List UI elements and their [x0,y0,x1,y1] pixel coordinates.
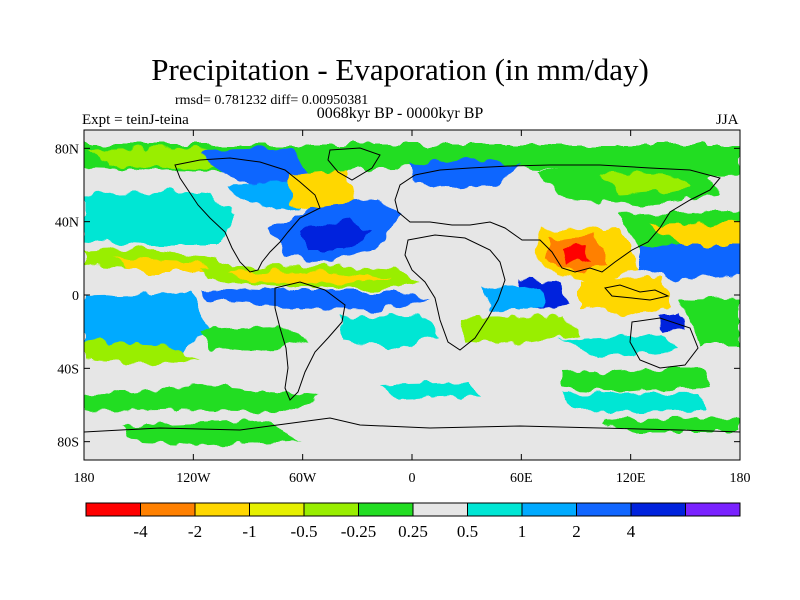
field-wpac-yellow [650,222,740,245]
field-spac-east-green [680,298,740,345]
rmsd-diff-stats: rmsd= 0.781232 diff= 0.00950381 [175,93,369,108]
lon-tick-label: 180 [730,471,751,486]
anomaly-field [84,145,740,445]
coast-antarctica [84,417,740,433]
coastlines [84,147,740,433]
field-satl-cyan [340,315,440,348]
field-spac-darkblue [655,312,685,332]
field-so-green [84,385,320,412]
field-siberia-lime [600,172,690,195]
lon-tick-label: 120W [176,471,211,486]
colorbar-label: 0.25 [398,522,428,541]
field-spac-green [200,325,310,352]
colorbar-swatch [576,502,632,517]
season-label: JJA [716,112,739,128]
field-maritime-yellow [580,278,675,315]
field-spac-lime [84,340,200,365]
field-epac-cyan [84,292,210,355]
field-so-green-3 [120,420,300,445]
colorbar-swatch [521,502,577,517]
coast-maritime-islands [604,284,670,301]
colorbar-labels: -4 -2 -1 -0.5 -0.25 0.25 0.5 1 2 4 [133,522,635,541]
field-npac-yellow [110,258,210,272]
lat-tick-label: 80N [55,142,79,157]
lon-tick-label: 60W [289,471,317,486]
colorbar-label: -2 [188,522,202,541]
lon-tick-label: 60E [510,471,533,486]
colorbar-swatch [358,502,414,517]
lat-tick-label: 40N [55,216,79,231]
tick-labels: 80N 40N 0 40S 80S 180 120W 60W 0 60E 120E 180 [55,142,751,486]
field-sindian-lime [460,315,580,345]
tick-marks [83,130,741,460]
field-eurasia-north-blue [410,158,520,188]
colorbar-label: -0.5 [291,522,318,541]
field-so-cyan [380,382,480,400]
field-itcz-yellow [230,270,390,284]
colorbar-label: 4 [627,522,636,541]
colorbar-swatch [303,502,359,517]
period-subtitle: 0068kyr BP - 0000kyr BP [316,105,484,122]
colorbar-label: 0.5 [457,522,478,541]
colorbar-swatch [467,502,523,517]
coast-north-america [174,157,321,273]
colorbar-label: -4 [133,522,148,541]
coast-greenland [327,147,381,181]
map-panel: 80N 40N 0 40S 80S 180 120W 60W 0 60E 120E 180 [55,129,751,486]
coast-australia [629,317,699,369]
field-wpac-blue [640,245,740,280]
colorbar-label: 2 [572,522,581,541]
experiment-label: Expt = teinJ-teina [82,112,189,128]
field-natl-darkblue [300,218,370,250]
colorbar-label: 1 [518,522,527,541]
colorbar-swatch [140,502,196,517]
lat-tick-label: 0 [72,289,79,304]
colorbar-swatch [249,502,305,517]
colorbar-swatch [194,502,250,517]
colorbar-label: -0.25 [341,522,376,541]
field-sindian-cyan [560,335,680,358]
lon-tick-label: 0 [409,471,416,486]
colorbar-swatch [685,502,741,517]
lon-tick-label: 120E [616,471,646,486]
field-itcz-blue [200,290,430,310]
lon-tick-label: 180 [74,471,95,486]
colorbar-swatch [412,502,468,517]
map-title: Precipitation - Evaporation (in mm/day) [151,52,649,87]
colorbar-swatch [85,502,141,517]
lat-tick-label: 40S [57,362,79,377]
coast-south-america [274,281,346,401]
colorbar-label: -1 [242,522,256,541]
coast-eurasia [394,164,721,273]
field-so-green-2 [560,368,710,392]
colorbar-swatch [630,502,686,517]
coast-africa [404,234,506,351]
colorbar [85,502,741,517]
field-so-cyan-2 [560,392,705,412]
field-india-red [560,246,590,264]
field-ni-ocean-cyan [480,286,545,310]
lat-tick-label: 80S [57,436,79,451]
